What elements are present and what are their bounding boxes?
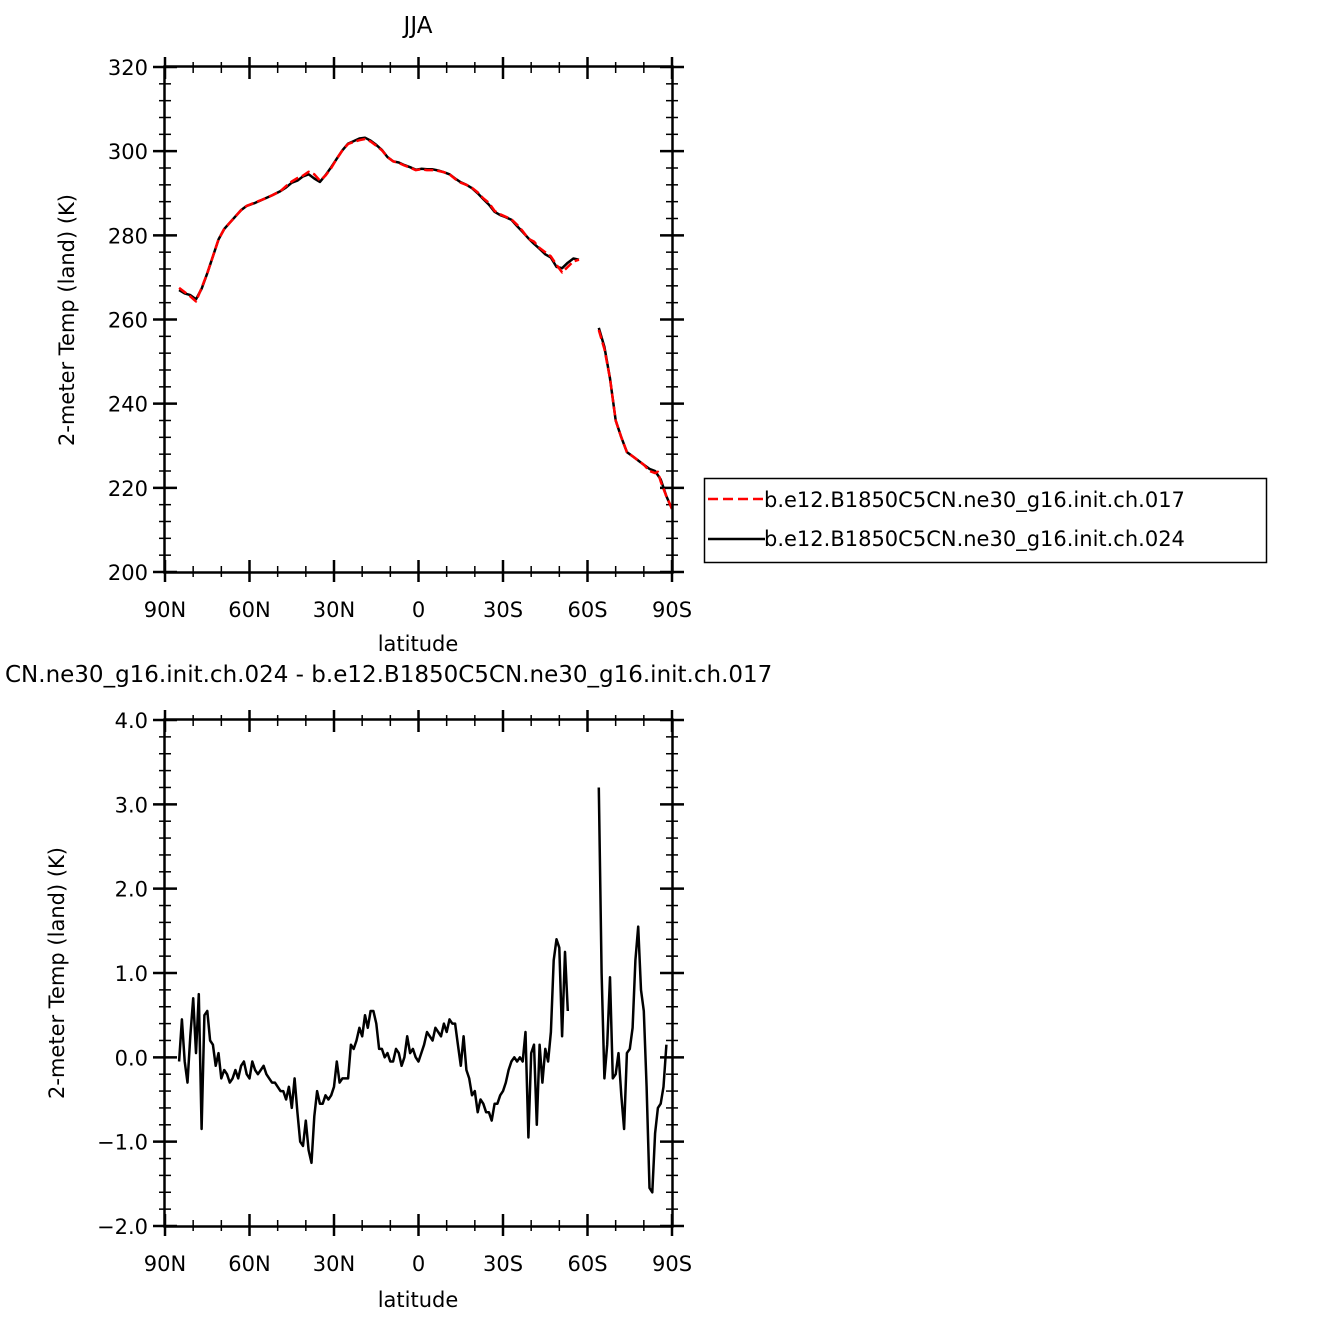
x-tick-label: 0 <box>412 598 425 622</box>
x-tick-label: 60N <box>228 598 270 622</box>
x-tick-label: 30N <box>313 598 355 622</box>
x-tick-label: 90N <box>144 598 186 622</box>
top-series-line-1-segment-0 <box>178 136 580 301</box>
y-tick-label: −1.0 <box>97 1131 148 1155</box>
y-tick-label: 320 <box>108 56 148 80</box>
top-plot-frame <box>163 65 674 574</box>
y-tick-label: 0.0 <box>115 1046 148 1070</box>
x-tick-label: 30S <box>483 598 523 622</box>
bottom-series-line-0-segment-1 <box>597 787 668 1194</box>
legend-label-017: b.e12.B1850C5CN.ne30_g16.init.ch.017 <box>764 488 1185 513</box>
top-series-line-0-segment-1 <box>597 329 674 510</box>
bottom-chart-title: CN.ne30_g16.init.ch.024 - b.e12.B1850C5C… <box>5 662 772 688</box>
y-tick-label: 300 <box>108 140 148 164</box>
y-tick-label: 2.0 <box>115 878 148 902</box>
top-panel: JJA 90N 60N 30N 0 30S 60S 90S 200 220 240 260 280 3… <box>55 13 1268 656</box>
x-tick-label: 60N <box>228 1252 270 1276</box>
x-tick-label: 30S <box>483 1252 523 1276</box>
legend: b.e12.B1850C5CN.ne30_g16.init.ch.017 b.e… <box>703 477 1268 564</box>
bottom-x-axis-label: latitude <box>378 1288 459 1312</box>
bottom-panel: CN.ne30_g16.init.ch.024 - b.e12.B1850C5C… <box>5 662 772 1312</box>
x-tick-label: 60S <box>567 1252 607 1276</box>
y-tick-label: 1.0 <box>115 962 148 986</box>
bottom-series-line-0-segment-0 <box>177 938 570 1165</box>
top-series-line-0-segment-0 <box>178 137 580 303</box>
y-tick-label: 200 <box>108 561 148 585</box>
top-y-axis-label: 2-meter Temp (land) (K) <box>55 194 79 446</box>
legend-box <box>703 477 1268 564</box>
y-tick-label: 260 <box>108 309 148 333</box>
y-tick-label: −2.0 <box>97 1215 148 1239</box>
legend-label-024: b.e12.B1850C5CN.ne30_g16.init.ch.024 <box>764 527 1185 552</box>
y-tick-label: 3.0 <box>115 793 148 817</box>
x-tick-label: 30N <box>313 1252 355 1276</box>
bottom-plot-frame <box>163 718 674 1228</box>
x-tick-label: 60S <box>567 598 607 622</box>
bottom-y-axis-label: 2-meter Temp (land) (K) <box>45 847 69 1099</box>
x-tick-label: 90S <box>652 1252 692 1276</box>
x-tick-label: 0 <box>412 1252 425 1276</box>
top-chart-title: JJA <box>402 13 433 39</box>
y-tick-label: 280 <box>108 224 148 248</box>
x-tick-label: 90N <box>144 1252 186 1276</box>
y-tick-label: 240 <box>108 393 148 417</box>
top-x-axis-label: latitude <box>378 632 459 656</box>
x-tick-label: 90S <box>652 598 692 622</box>
y-tick-label: 220 <box>108 477 148 501</box>
y-tick-label: 4.0 <box>115 709 148 733</box>
